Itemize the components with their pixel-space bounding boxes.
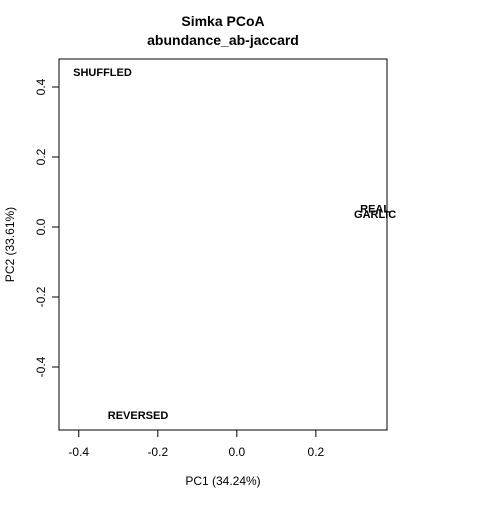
y-tick-label: -0.4 xyxy=(34,356,48,377)
y-tick-label: -0.2 xyxy=(34,286,48,307)
x-tick-label: 0.0 xyxy=(228,445,245,459)
point-label: REVERSED xyxy=(108,410,169,422)
y-tick-label: 0.4 xyxy=(34,78,48,95)
y-axis-label: PC2 (33.61%) xyxy=(3,207,17,282)
y-tick-label: 0.0 xyxy=(34,218,48,235)
x-axis-label: PC1 (34.24%) xyxy=(185,474,260,488)
chart-title: Simka PCoA xyxy=(181,13,264,29)
point-label: SHUFFLED xyxy=(73,67,132,79)
x-tick-label: -0.4 xyxy=(68,445,89,459)
point-label: GARLIC xyxy=(354,209,396,221)
plot-frame xyxy=(58,58,388,431)
y-axis: -0.4 -0.2 0.0 0.2 0.4 xyxy=(34,78,60,377)
x-tick-label: 0.2 xyxy=(308,445,325,459)
y-tick-label: 0.2 xyxy=(34,148,48,165)
x-axis: -0.4 -0.2 0.0 0.2 xyxy=(68,429,325,459)
point-label: REAL xyxy=(360,204,390,216)
chart-subtitle: abundance_ab-jaccard xyxy=(147,32,299,48)
x-tick-label: -0.2 xyxy=(147,445,168,459)
